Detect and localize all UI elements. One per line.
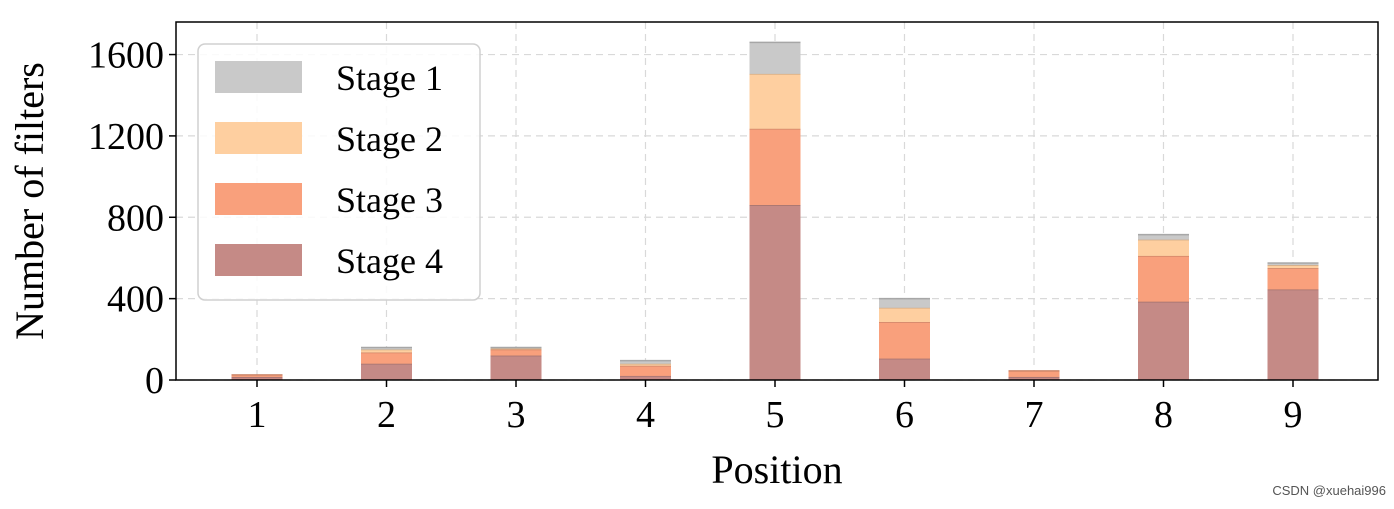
bar-stage-2 — [749, 73, 801, 129]
bar-stage-4 — [879, 358, 930, 380]
bar-stage-2 — [620, 363, 671, 366]
bar-stage-3 — [1267, 268, 1319, 290]
bar-stage-3 — [1138, 255, 1189, 302]
legend-swatch — [215, 61, 302, 93]
legend-swatch — [215, 244, 302, 276]
legend-swatch — [215, 122, 302, 154]
bar-stage-1 — [1267, 263, 1319, 266]
bar-stage-1 — [1138, 234, 1189, 240]
bars — [231, 41, 1319, 380]
legend: Stage 1 Stage 2 Stage 3 Stage 4 — [197, 43, 481, 301]
bar-stage-4 — [231, 376, 283, 380]
x-tick-label: 4 — [636, 394, 655, 436]
bar-stage-2 — [1138, 239, 1189, 256]
bar-stage-3 — [490, 349, 542, 356]
bar-stage-3 — [231, 374, 283, 377]
bar-stage-2 — [361, 349, 412, 353]
y-tick-label: 800 — [107, 197, 164, 239]
x-tick-label: 5 — [766, 394, 785, 436]
x-tick-label: 6 — [895, 394, 914, 436]
bar-stage-3 — [749, 128, 801, 206]
bar-stage-2 — [1267, 265, 1319, 269]
bar-stage-3 — [879, 322, 930, 359]
legend-label: Stage 2 — [336, 119, 443, 159]
axes: 0 400 800 1200 1600 1 2 3 4 5 6 7 8 9 — [88, 21, 1379, 436]
bar-stage-4 — [361, 363, 412, 380]
x-axis-title: Position — [711, 447, 842, 492]
y-tick-label: 1200 — [88, 116, 164, 158]
x-tick-label: 7 — [1025, 394, 1044, 436]
legend-label: Stage 4 — [336, 241, 443, 281]
bar-stage-3 — [620, 365, 671, 376]
legend-label: Stage 1 — [336, 58, 443, 98]
bar-stage-3 — [1008, 370, 1060, 377]
legend-label: Stage 3 — [336, 180, 443, 220]
y-tick-label: 1600 — [88, 35, 164, 77]
bar-stage-4 — [490, 355, 542, 380]
bar-stage-2 — [879, 307, 930, 323]
x-tick-label: 3 — [507, 394, 526, 436]
bar-stage-1 — [361, 347, 412, 350]
legend-swatch — [215, 183, 302, 215]
watermark: CSDN @xuehai996 — [1272, 483, 1386, 498]
x-tick-label: 1 — [248, 394, 267, 436]
y-tick-label: 0 — [145, 360, 164, 402]
bar-stage-4 — [749, 205, 801, 380]
legend-box — [197, 43, 481, 301]
plot-frame — [175, 21, 1379, 381]
bar-stage-4 — [1138, 301, 1189, 380]
x-tick-label: 9 — [1284, 394, 1303, 436]
bar-stage-1 — [749, 42, 801, 74]
x-tick-label: 2 — [377, 394, 396, 436]
bar-stage-1 — [620, 360, 671, 364]
x-tick-label: 8 — [1154, 394, 1173, 436]
bar-stage-4 — [1267, 289, 1319, 380]
bar-stage-1 — [879, 298, 930, 308]
y-tick-label: 400 — [107, 279, 164, 321]
bar-stage-3 — [361, 352, 412, 364]
bar-stage-4 — [1008, 376, 1060, 380]
y-axis-title: Number of filters — [7, 62, 52, 340]
bar-stage-4 — [620, 375, 671, 380]
